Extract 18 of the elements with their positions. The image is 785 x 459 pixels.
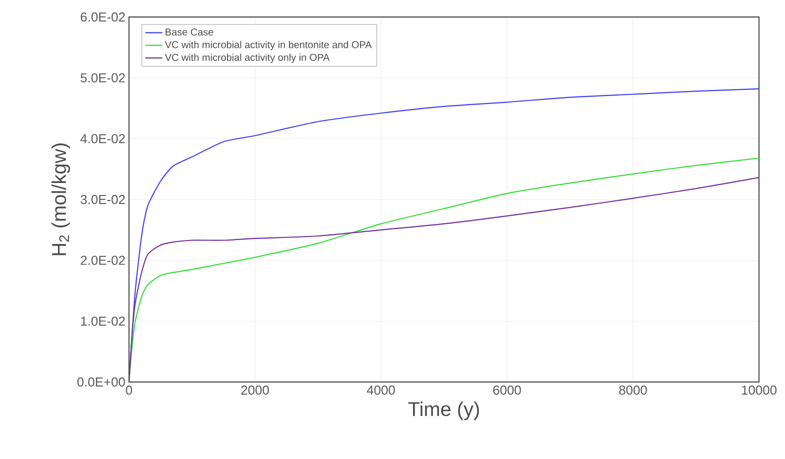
legend-label: VC with microbial activity only in OPA	[164, 54, 330, 63]
legend-label: VC with microbial activity in bentonite and OPA	[164, 40, 372, 50]
y-tick-label: 1.0E-02	[81, 316, 125, 326]
x-tick-label: 0	[126, 386, 132, 395]
y-axis-title: H$_{2}$ (mol/kgw)	[51, 143, 70, 256]
x-axis-title: Time (y)	[408, 402, 479, 420]
legend-label: Base Case	[166, 28, 214, 36]
y-tick-label: 2.0E-02	[80, 256, 125, 265]
x-tick-label: 10000	[742, 386, 777, 395]
x-tick-label: 8000	[619, 386, 647, 395]
x-tick-label: 4000	[366, 386, 395, 395]
x-tick-label: 6000	[493, 386, 521, 395]
y-tick-label: 0.0E+00	[77, 377, 125, 387]
y-tick-label: 3.0E-02	[80, 194, 125, 204]
y-tick-label: 5.0E-02	[80, 73, 125, 82]
x-tick-label: 2000	[241, 386, 269, 395]
y-tick-label: 4.0E-02	[80, 134, 125, 144]
y-tick-label: 6.0E-02	[80, 12, 125, 22]
